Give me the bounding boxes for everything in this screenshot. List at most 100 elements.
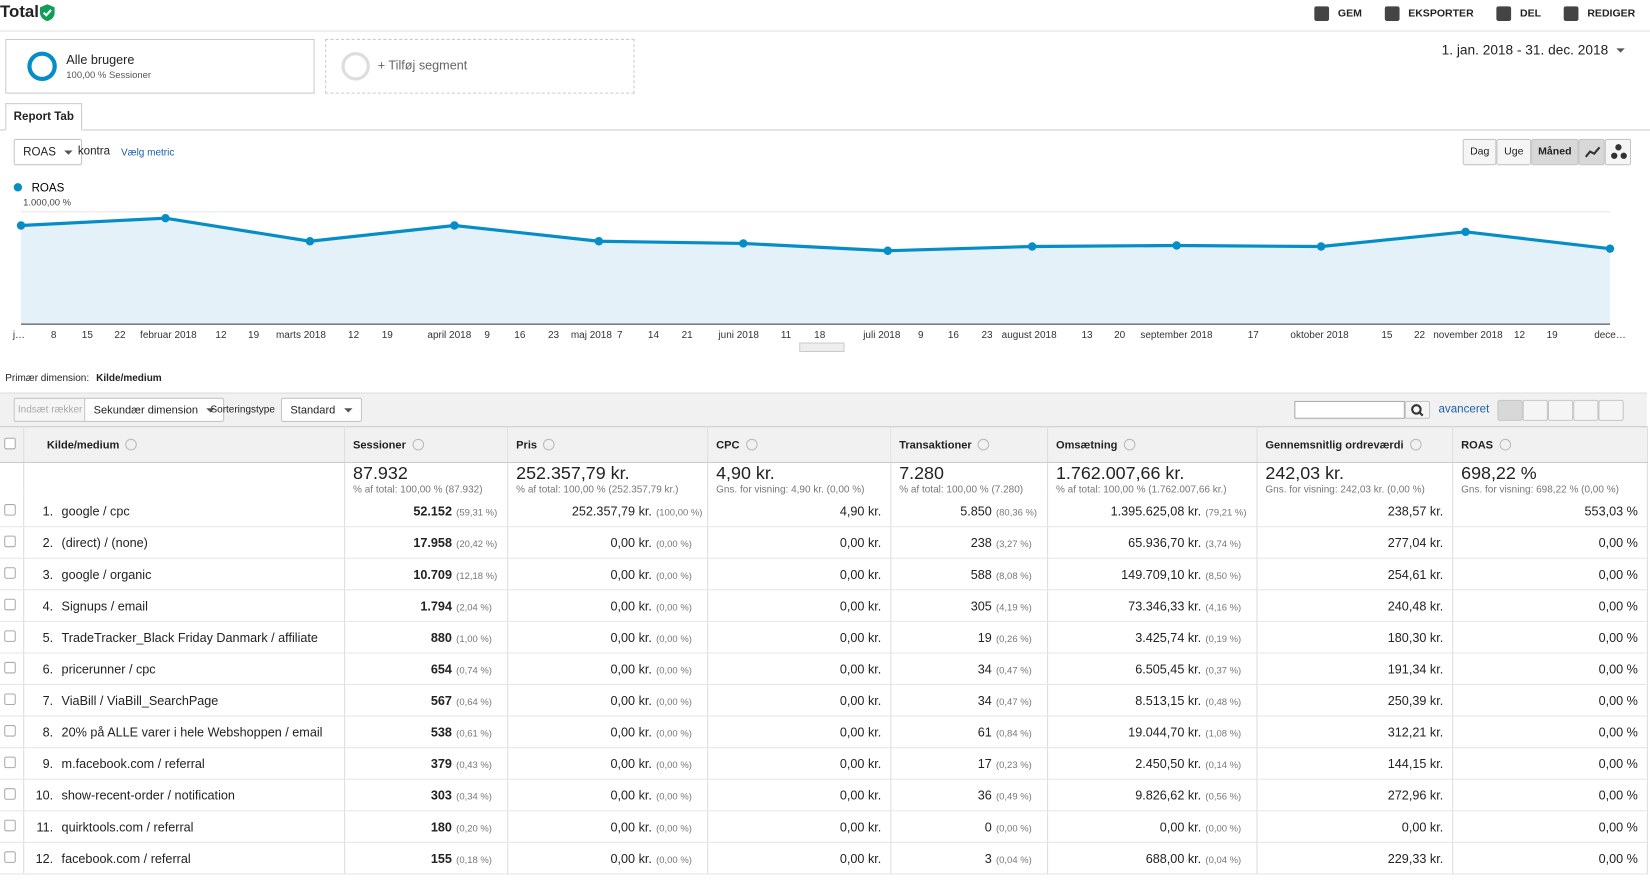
add-segment[interactable]: + Tilføj segment — [325, 38, 635, 94]
source-link[interactable]: m.facebook.com / referral — [61, 756, 205, 771]
dimension-value[interactable]: Kilde/medium — [96, 372, 162, 385]
value-cell: 277,04 kr. — [1256, 526, 1453, 559]
cell-value: 0,00 kr. — [610, 819, 652, 834]
checkbox[interactable] — [4, 503, 16, 516]
source-link[interactable]: 20% på ALLE varer i hele Webshoppen / em… — [61, 724, 323, 740]
checkbox[interactable] — [4, 756, 16, 768]
header-cell[interactable]: Pris — [507, 426, 708, 464]
cell-percent: (0,61 %) — [456, 727, 492, 739]
action-button[interactable]: EKSPORTER — [1385, 6, 1474, 22]
point[interactable] — [1605, 244, 1615, 253]
secondary-dimension-dropdown[interactable]: Sekundær dimension — [84, 397, 225, 422]
date-range[interactable]: 1. jan. 2018 - 31. dec. 2018 — [1442, 42, 1626, 58]
value-cell: 0,00 kr. — [707, 589, 891, 622]
checkbox[interactable] — [4, 692, 16, 705]
source-link[interactable]: google / organic — [61, 566, 152, 582]
x-tick-label: 15 — [82, 330, 94, 341]
point[interactable] — [1461, 227, 1470, 237]
table-toolbar: Indsæt rækker Sekundær dimension Sorteri… — [0, 392, 1647, 428]
search-button[interactable] — [1404, 400, 1431, 419]
header-cell[interactable]: ROAS — [1452, 426, 1648, 464]
search-input[interactable] — [1294, 400, 1405, 419]
cell-percent: (0,47 %) — [996, 664, 1032, 676]
source-link[interactable]: show-recent-order / notification — [61, 787, 235, 803]
action-button[interactable]: DEL — [1496, 6, 1541, 22]
help-icon — [1499, 439, 1511, 451]
source-link[interactable]: (direct) / (none) — [61, 535, 148, 550]
source-link[interactable]: Signups / email — [61, 598, 148, 613]
cell-value: 0,00 % — [1598, 819, 1638, 834]
point[interactable] — [16, 221, 26, 230]
checkbox[interactable] — [4, 661, 16, 673]
sort-dropdown[interactable]: Standard — [280, 397, 362, 422]
source-link[interactable]: pricerunner / cpc — [61, 661, 156, 677]
checkbox[interactable] — [4, 566, 16, 579]
resize-handle[interactable] — [799, 342, 845, 352]
choose-metric-link[interactable]: Vælg metric — [121, 147, 175, 159]
action-button[interactable]: GEM — [1314, 6, 1362, 22]
point[interactable] — [161, 213, 170, 223]
action-icon — [1314, 6, 1330, 22]
advanced-link[interactable]: avanceret — [1438, 403, 1490, 416]
cell-value: 180 — [430, 819, 452, 834]
point[interactable] — [1172, 241, 1181, 250]
pie-view[interactable] — [1522, 399, 1548, 421]
cell-value: 0,00 kr. — [610, 724, 652, 740]
performance-view[interactable] — [1547, 399, 1574, 421]
motion-chart-button[interactable] — [1604, 138, 1632, 166]
cell-percent: (0,64 %) — [456, 696, 492, 707]
point[interactable] — [1316, 242, 1326, 251]
totals-cell: 87.932% af total: 100,00 % (87.932) — [344, 462, 508, 496]
header-cell[interactable]: Kilde/medium — [23, 426, 345, 464]
checkbox[interactable] — [4, 724, 16, 737]
top-bar: Total GEM EKSPORTER DEL REDIGER — [0, 0, 1650, 32]
action-button[interactable]: REDIGER — [1564, 6, 1635, 22]
point[interactable] — [305, 237, 315, 246]
period-button[interactable]: Uge — [1496, 138, 1531, 166]
value-cell: 312,21 kr. — [1256, 716, 1453, 749]
source-link[interactable]: ViaBill / ViaBill_SearchPage — [61, 692, 219, 708]
insert-rows-button[interactable]: Indsæt rækker — [13, 397, 87, 422]
header-cell[interactable]: Transaktioner — [890, 426, 1048, 464]
period-button[interactable]: Måned — [1530, 138, 1579, 166]
pivot-view[interactable] — [1598, 399, 1624, 421]
checkbox-cell — [0, 652, 24, 686]
metric-dropdown[interactable]: ROAS — [13, 138, 83, 166]
point[interactable] — [1028, 242, 1037, 251]
checkbox[interactable] — [4, 437, 16, 449]
point[interactable] — [450, 221, 459, 230]
checkbox[interactable] — [4, 819, 16, 831]
source-link[interactable]: TradeTracker_Black Friday Danmark / affi… — [61, 629, 318, 645]
period-button[interactable]: Dag — [1462, 138, 1497, 166]
table-row: 8. 20% på ALLE varer i hele Webshoppen / … — [0, 716, 1648, 749]
x-tick-label: 22 — [114, 330, 126, 341]
comparison-view[interactable] — [1573, 399, 1599, 421]
point[interactable] — [739, 239, 748, 248]
point[interactable] — [594, 237, 604, 246]
table-view[interactable] — [1497, 399, 1523, 421]
checkbox[interactable] — [4, 535, 16, 547]
report-tab[interactable]: Report Tab — [5, 103, 83, 131]
icon — [1584, 146, 1601, 158]
value-cell: 0,00 kr. — [707, 652, 891, 686]
value-cell: 0,00 % — [1452, 558, 1648, 591]
checkbox[interactable] — [4, 629, 16, 642]
line-chart-button[interactable] — [1578, 138, 1605, 166]
header-cell[interactable]: CPC — [707, 426, 891, 464]
cell-percent: (0,48 %) — [1205, 696, 1242, 707]
checkbox[interactable] — [4, 787, 16, 800]
source-link[interactable]: quirktools.com / referral — [61, 819, 194, 834]
header-cell[interactable]: Gennemsnitlig ordreværdi — [1256, 426, 1453, 464]
source-link[interactable]: facebook.com / referral — [61, 850, 191, 866]
source-link[interactable]: google / cpc — [61, 503, 130, 519]
header-cell[interactable]: Sessioner — [344, 426, 508, 464]
sort-label: Sorteringstype — [210, 404, 275, 416]
caret — [206, 407, 215, 412]
value-cell: 250,39 kr. — [1256, 684, 1453, 717]
checkbox[interactable] — [4, 850, 16, 863]
cell-percent: (0,37 %) — [1205, 664, 1242, 676]
segment-card[interactable]: Alle brugere 100,00 % Sessioner — [5, 38, 315, 94]
checkbox[interactable] — [4, 598, 16, 610]
header-cell[interactable]: Omsætning — [1047, 426, 1257, 464]
point[interactable] — [883, 246, 892, 255]
